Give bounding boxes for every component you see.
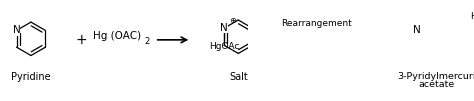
- Text: +: +: [76, 33, 87, 47]
- Text: N: N: [413, 25, 421, 35]
- Text: Salt: Salt: [229, 72, 248, 82]
- Text: HgOAc: HgOAc: [209, 42, 239, 51]
- Text: Pyridine: Pyridine: [11, 72, 51, 82]
- Text: acetate: acetate: [419, 80, 455, 89]
- Text: HgOAc: HgOAc: [470, 12, 474, 21]
- Text: N: N: [13, 25, 20, 35]
- Text: N: N: [220, 23, 228, 33]
- Text: 2: 2: [144, 37, 149, 46]
- Text: ⊕: ⊕: [230, 16, 237, 25]
- Text: Hg (OAC): Hg (OAC): [92, 31, 141, 41]
- Text: Rearrangement: Rearrangement: [281, 19, 352, 28]
- Text: 3-Pyridylmercuri: 3-Pyridylmercuri: [398, 72, 474, 81]
